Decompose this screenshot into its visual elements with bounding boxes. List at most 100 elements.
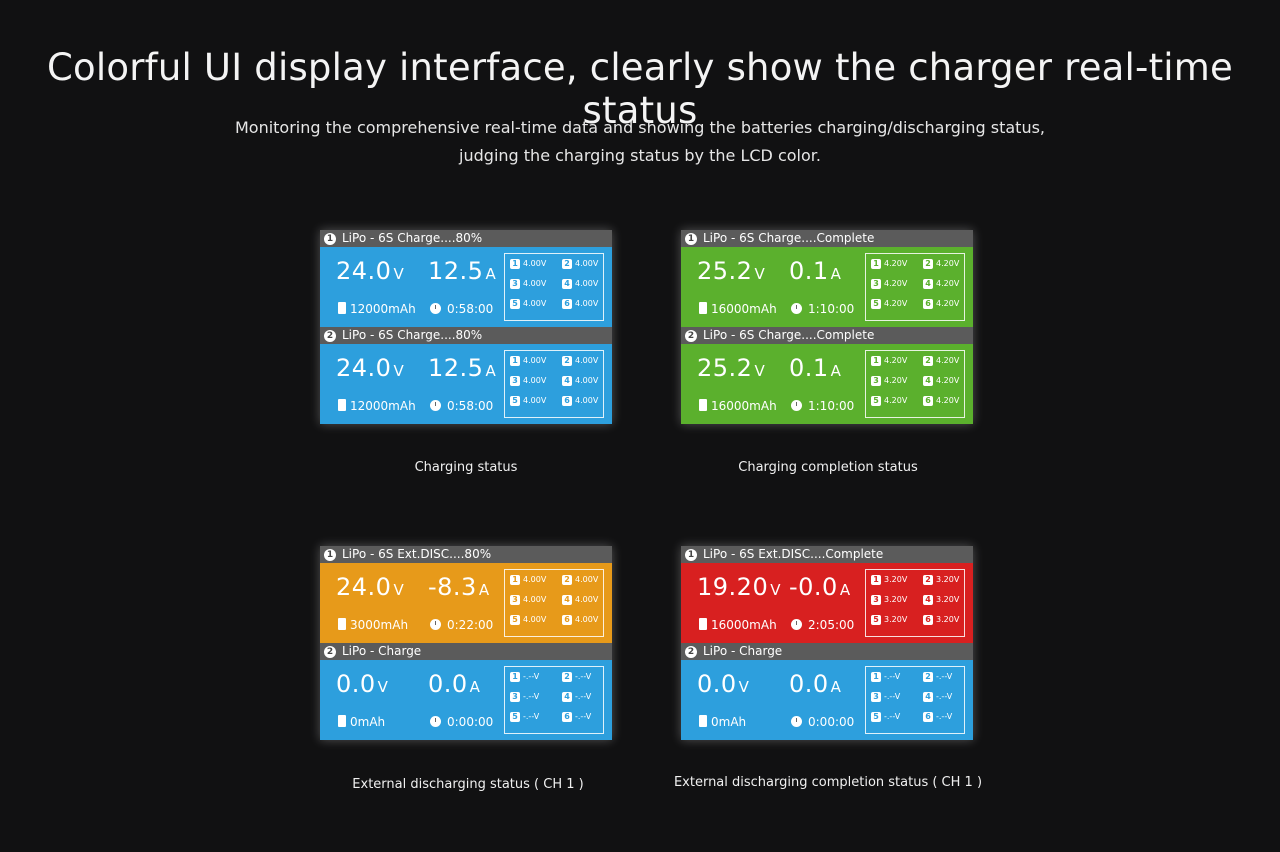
current-unit: A [485,265,497,283]
voltage-value: 24.0 [336,257,392,285]
cell-value: 4.00V [575,356,599,365]
cell-voltage-grid: 1 4.20V 2 4.20V 3 4.20V 4 4.20V 5 4.20V 6 4.20V [865,350,965,418]
cell-value: 4.00V [523,615,547,624]
voltage-unit: V [770,581,781,599]
channel-title: LiPo - 6S Ext.DISC....80% [342,547,492,561]
cell-value: -.--V [523,672,540,681]
capacity-readout: 16000mAh [699,618,777,632]
cell-voltage: 3 4.00V [510,279,546,289]
time-readout: 0:00:00 [791,715,854,729]
cell-voltage: 1 -.--V [871,672,900,682]
cell-value: -.--V [523,692,540,701]
current-unit: A [839,581,851,599]
cell-value: 4.20V [884,299,908,308]
cell-voltage: 6 -.--V [923,712,952,722]
cell-number-badge: 4 [923,279,933,289]
cell-voltage-grid: 1 4.00V 2 4.00V 3 4.00V 4 4.00V 5 4.00V 6 4.00V [504,350,604,418]
voltage-readout: 25.2 V [697,257,765,285]
cell-value: 4.00V [523,259,547,268]
cell-value: 4.00V [575,396,599,405]
time-value: 1:10:00 [808,302,855,316]
cell-voltage-grid: 1 -.--V 2 -.--V 3 -.--V 4 -.--V 5 -.--V 6 -.--V [504,666,604,734]
channel-header: 2 LiPo - 6S Charge....Complete [681,327,973,344]
cell-value: 4.00V [523,279,547,288]
voltage-readout: 24.0 V [336,354,404,382]
clock-icon [791,400,802,411]
cell-voltage: 3 -.--V [871,692,900,702]
time-value: 0:00:00 [447,715,494,729]
cell-number-badge: 5 [510,615,520,625]
cell-number-badge: 6 [923,396,933,406]
voltage-readout: 24.0 V [336,257,404,285]
channel-title: LiPo - 6S Charge....Complete [703,328,875,342]
channel-header: 2 LiPo - Charge [320,643,612,660]
channel-panel: 1 LiPo - 6S Ext.DISC....Complete 19.20 V -0.… [681,546,973,643]
cell-number-badge: 5 [871,712,881,722]
battery-icon [699,715,707,727]
time-value: 0:22:00 [447,618,494,632]
cell-value: 4.20V [884,259,908,268]
cell-number-badge: 5 [871,396,881,406]
clock-icon [791,303,802,314]
cell-number-badge: 2 [562,356,572,366]
cell-number-badge: 2 [923,356,933,366]
current-unit: A [830,362,842,380]
battery-icon [699,399,707,411]
cell-number-badge: 6 [562,615,572,625]
current-unit: A [830,265,842,283]
voltage-value: 0.0 [697,670,737,698]
cell-number-badge: 4 [562,376,572,386]
cell-value: 4.00V [575,575,599,584]
capacity-readout: 0mAh [699,715,746,729]
cell-voltage: 3 4.00V [510,376,546,386]
cell-voltage-grid: 1 4.20V 2 4.20V 3 4.20V 4 4.20V 5 4.20V 6 4.20V [865,253,965,321]
cell-voltage: 5 -.--V [871,712,900,722]
voltage-readout: 25.2 V [697,354,765,382]
cell-voltage: 6 4.20V [923,299,959,309]
channel-title: LiPo - 6S Charge....80% [342,231,483,245]
cell-voltage-grid: 1 4.00V 2 4.00V 3 4.00V 4 4.00V 5 4.00V 6 4.00V [504,569,604,637]
time-readout: 2:05:00 [791,618,854,632]
cell-voltage: 6 3.20V [923,615,959,625]
voltage-value: 24.0 [336,573,392,601]
voltage-readout: 0.0 V [336,670,388,698]
cell-number-badge: 6 [562,396,572,406]
cell-voltage: 4 4.00V [562,595,598,605]
channel-panel: 1 LiPo - 6S Charge....Complete 25.2 V 0.1 A 16… [681,230,973,327]
cell-number-badge: 2 [562,672,572,682]
cell-value: -.--V [575,672,592,681]
capacity-value: 12000mAh [350,302,416,316]
channel-number-badge: 2 [324,646,336,658]
voltage-value: 24.0 [336,354,392,382]
time-value: 0:58:00 [447,302,494,316]
cell-value: 4.20V [884,356,908,365]
channel-display: 24.0 V -8.3 A 3000mAh 0:22:00 1 4.00V 2 4.00V 3 4.0… [320,563,612,643]
lcd-screen: 1 LiPo - 6S Charge....80% 24.0 V 12.5 A 12000m… [320,230,612,424]
cell-voltage: 2 3.20V [923,575,959,585]
cell-voltage: 3 -.--V [510,692,539,702]
voltage-unit: V [393,581,405,599]
cell-number-badge: 1 [871,672,881,682]
cell-value: -.--V [884,672,901,681]
cell-voltage: 2 4.00V [562,356,598,366]
screen-caption: External discharging status ( CH 1 ) [352,777,584,792]
cell-voltage: 3 4.20V [871,279,907,289]
cell-number-badge: 6 [923,615,933,625]
cell-value: 3.20V [936,575,960,584]
cell-number-badge: 2 [923,672,933,682]
cell-value: 4.00V [575,259,599,268]
cell-voltage: 2 -.--V [923,672,952,682]
cell-value: 4.00V [523,376,547,385]
current-readout: 0.0 A [789,670,841,698]
clock-icon [430,303,441,314]
cell-voltage: 4 -.--V [562,692,591,702]
cell-number-badge: 2 [562,575,572,585]
cell-voltage: 1 4.20V [871,356,907,366]
cell-number-badge: 4 [923,692,933,702]
subtitle-line-2: judging the charging status by the LCD c… [459,146,821,165]
voltage-unit: V [393,265,405,283]
current-readout: 0.0 A [428,670,480,698]
cell-value: -.--V [884,692,901,701]
lcd-screen: 1 LiPo - 6S Ext.DISC....80% 24.0 V -8.3 A 3000… [320,546,612,740]
capacity-value: 0mAh [711,715,747,729]
